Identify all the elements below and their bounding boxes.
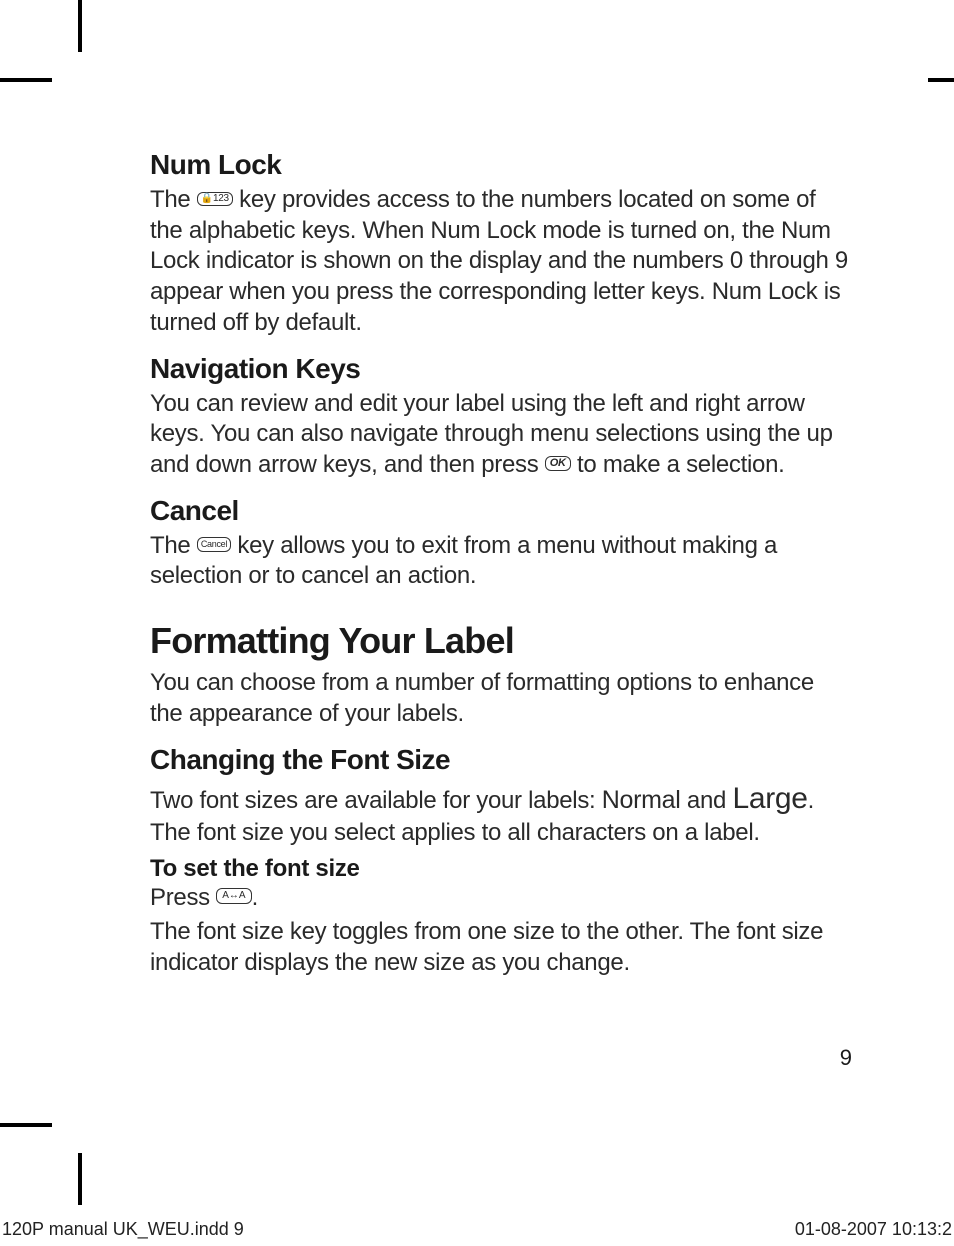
heading-cancel: Cancel <box>150 495 850 527</box>
page-number: 9 <box>840 1045 852 1071</box>
font-size-key-icon: A↔A <box>216 888 251 904</box>
paragraph-navigation-keys: You can review and edit your label using… <box>150 389 850 481</box>
paragraph-press-key: Press A↔A. <box>150 883 850 914</box>
text: The <box>150 186 197 213</box>
paragraph-font-size-toggle: The font size key toggles from one size … <box>150 917 850 978</box>
crop-mark-right <box>928 78 954 82</box>
footer-filename: 120P manual UK_WEU.indd 9 <box>2 1219 244 1240</box>
text: and <box>681 787 733 814</box>
text: The <box>150 532 197 559</box>
text: key provides access to the numbers locat… <box>150 186 848 336</box>
heading-changing-font-size: Changing the Font Size <box>150 744 850 776</box>
paragraph-formatting: You can choose from a number of formatti… <box>150 668 850 729</box>
print-footer: 120P manual UK_WEU.indd 9 01-08-2007 10:… <box>0 1219 954 1240</box>
crop-mark-bottom-vertical <box>78 1153 82 1205</box>
crop-mark-left <box>0 78 52 82</box>
ok-key-icon: OK <box>545 456 571 471</box>
subheading-to-set-font-size: To set the font size <box>150 855 850 883</box>
heading-formatting-your-label: Formatting Your Label <box>150 620 850 662</box>
page-content: Num Lock The 🔒123 key provides access to… <box>150 135 850 983</box>
paragraph-cancel: The Cancel key allows you to exit from a… <box>150 531 850 592</box>
footer-timestamp: 01-08-2007 10:13:2 <box>795 1219 952 1240</box>
text: Press <box>150 884 216 911</box>
text-normal: Normal <box>602 786 681 814</box>
text-large: Large <box>732 782 807 815</box>
text: . <box>252 884 258 911</box>
text: key allows you to exit from a menu witho… <box>150 532 777 590</box>
crop-mark-bottom-horizontal <box>0 1123 52 1127</box>
paragraph-num-lock: The 🔒123 key provides access to the numb… <box>150 185 850 339</box>
heading-num-lock: Num Lock <box>150 149 850 181</box>
text: to make a selection. <box>577 451 784 478</box>
paragraph-font-size-intro: Two font sizes are available for your la… <box>150 780 850 849</box>
heading-navigation-keys: Navigation Keys <box>150 353 850 385</box>
numlock-key-icon: 🔒123 <box>197 192 233 206</box>
text: Two font sizes are available for your la… <box>150 787 602 814</box>
crop-mark-top <box>78 0 82 52</box>
cancel-key-icon: Cancel <box>197 537 231 552</box>
